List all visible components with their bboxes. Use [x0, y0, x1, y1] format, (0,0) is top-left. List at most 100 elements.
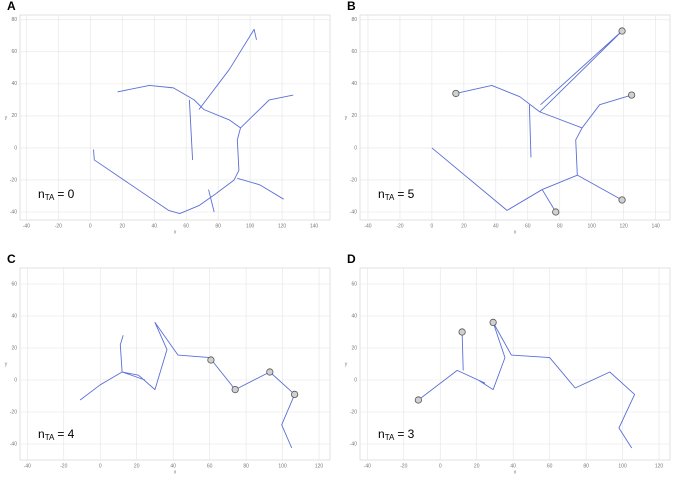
x-tick-label: 140	[310, 223, 319, 229]
y-tick-label: -20	[10, 409, 17, 415]
y-tick-label: 80	[11, 17, 17, 23]
annotation-base: n	[378, 187, 385, 201]
annotation: nTA = 4	[38, 427, 75, 442]
annotation: nTA = 3	[378, 427, 415, 442]
x-tick-label: 40	[493, 223, 499, 229]
x-tick-label: 20	[119, 223, 125, 229]
x-tick-label: 100	[246, 223, 255, 229]
trajectory-line	[93, 28, 294, 215]
x-tick-label: -40	[364, 223, 371, 229]
y-axis-label: y	[345, 115, 348, 121]
node-marker	[628, 91, 636, 99]
y-tick-label: 60	[11, 49, 17, 55]
y-tick-label: 80	[351, 17, 357, 23]
y-tick-label: -40	[350, 441, 357, 447]
annotation: nTA = 0	[38, 187, 75, 202]
x-axis-label: x	[174, 469, 177, 475]
node-marker	[266, 368, 274, 376]
node-marker	[618, 27, 626, 35]
x-tick-label: 20	[474, 463, 480, 469]
x-tick-label: 0	[439, 463, 442, 469]
node-marker	[452, 89, 460, 98]
y-tick-label: 40	[11, 313, 17, 319]
panel: -40 -20 0 20 40 60 80 100 120 -40 -20 0 20 40 60 x y DnTA…	[345, 252, 671, 475]
annotation-text: = 5	[397, 187, 414, 201]
x-tick-label: 60	[525, 223, 531, 229]
node-marker	[231, 385, 239, 394]
panel-label: C	[7, 252, 16, 266]
plot-frame	[19, 14, 331, 221]
y-tick-label: -40	[350, 209, 357, 215]
x-tick-label: 80	[583, 463, 589, 469]
x-tick-label: 40	[510, 463, 516, 469]
x-tick-label: 0	[431, 223, 434, 229]
x-axis-label: x	[514, 469, 517, 475]
annotation-subscript: TA	[45, 433, 55, 442]
x-tick-label: 80	[243, 463, 249, 469]
x-tick-label: 80	[557, 223, 563, 229]
annotation-subscript: TA	[385, 193, 395, 202]
y-tick-label: 20	[351, 113, 357, 119]
y-tick-label: 20	[351, 345, 357, 351]
y-tick-label: 0	[14, 145, 17, 151]
y-tick-label: 60	[351, 281, 357, 287]
node-marker	[489, 318, 497, 326]
x-tick-label: 60	[183, 223, 189, 229]
x-axis-label: x	[514, 229, 517, 235]
plot-frame	[19, 267, 331, 461]
y-tick-label: -40	[10, 209, 17, 215]
x-tick-label: 0	[89, 223, 92, 229]
node-marker	[618, 196, 626, 204]
y-axis-label: y	[345, 361, 348, 367]
y-tick-label: 60	[11, 281, 17, 287]
x-tick-label: 40	[170, 463, 176, 469]
annotation-subscript: TA	[385, 433, 395, 442]
y-tick-label: 20	[11, 113, 17, 119]
panel-label: B	[347, 0, 356, 13]
x-tick-label: 0	[99, 463, 102, 469]
y-tick-label: 0	[14, 377, 17, 383]
y-tick-label: 40	[351, 81, 357, 87]
x-tick-label: 40	[151, 223, 157, 229]
x-tick-label: -40	[364, 463, 371, 469]
x-tick-label: 20	[461, 223, 467, 229]
x-tick-label: 60	[547, 463, 553, 469]
y-axis-label: y	[5, 115, 8, 121]
node-marker	[458, 328, 466, 336]
x-tick-label: 120	[619, 223, 628, 229]
x-tick-label: 100	[588, 223, 597, 229]
node-marker	[414, 396, 422, 404]
x-tick-label: 120	[315, 463, 324, 469]
y-tick-label: 40	[351, 313, 357, 319]
x-tick-label: 120	[655, 463, 664, 469]
y-tick-label: -20	[10, 177, 17, 183]
trajectory-line	[418, 321, 636, 449]
x-tick-label: -20	[396, 223, 403, 229]
x-tick-label: 100	[278, 463, 287, 469]
annotation-base: n	[38, 187, 45, 201]
annotation-text: = 4	[57, 427, 74, 441]
x-tick-label: -40	[24, 463, 31, 469]
annotation: nTA = 5	[378, 187, 415, 202]
node-marker	[291, 390, 299, 398]
panel: -40 -20 0 20 40 60 80 100 120 -40 -20 0 20 40 60 x y CnTA…	[5, 252, 331, 475]
x-tick-label: 140	[651, 223, 660, 229]
annotation-text: = 3	[397, 427, 414, 441]
plot-frame	[359, 267, 671, 461]
node-marker	[552, 208, 560, 216]
x-tick-label: -20	[60, 463, 67, 469]
annotation-subscript: TA	[45, 193, 55, 202]
x-tick-label: -20	[400, 463, 407, 469]
x-tick-label: -20	[55, 223, 62, 229]
annotation-text: = 0	[57, 187, 74, 201]
trajectory-line	[79, 321, 296, 449]
panel: -40 -20 0 20 40 60 80 100 120 140 -40 -20 0 20 40 60 80 x…	[5, 0, 331, 235]
x-tick-label: 100	[618, 463, 627, 469]
y-tick-label: 0	[354, 145, 357, 151]
x-tick-label: -40	[23, 223, 30, 229]
x-tick-label: 60	[207, 463, 213, 469]
x-tick-label: 80	[215, 223, 221, 229]
trajectory-line	[431, 30, 632, 213]
y-tick-label: -40	[10, 441, 17, 447]
